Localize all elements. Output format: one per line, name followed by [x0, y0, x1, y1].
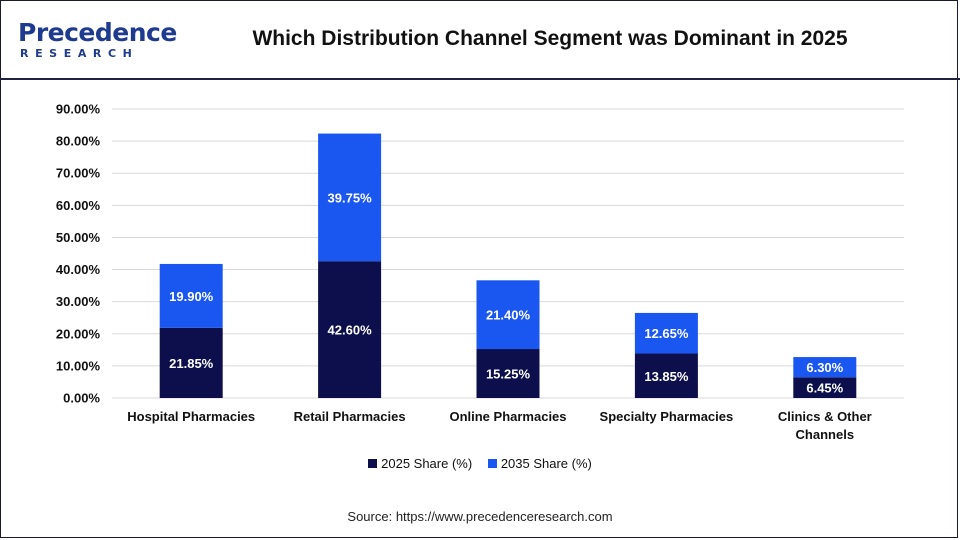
x-tick-label: Channels	[796, 427, 855, 442]
logo-wordmark: Precedence	[18, 18, 177, 47]
bar-segment-2035	[159, 263, 223, 328]
legend-label-2035: 2035 Share (%)	[500, 456, 592, 471]
legend-item-2035: 2035 Share (%)	[487, 456, 592, 471]
bar-segment-2035	[634, 312, 698, 354]
legend-item-2025: 2025 Share (%)	[368, 456, 472, 471]
bar-segment-2025	[634, 353, 698, 398]
x-tick-label: Specialty Pharmacies	[600, 409, 734, 424]
chart-legend: 2025 Share (%) 2035 Share (%)	[0, 456, 960, 471]
bar-segment-2025	[476, 349, 540, 398]
logo-subtitle: RESEARCH	[20, 47, 139, 60]
bar-segment-2025	[793, 377, 857, 398]
data-label: 19.90%	[169, 289, 214, 304]
y-tick-label: 40.00%	[56, 262, 101, 277]
y-tick-label: 10.00%	[56, 358, 101, 373]
y-tick-label: 60.00%	[56, 198, 101, 213]
data-label: 42.60%	[328, 323, 373, 338]
y-tick-label: 20.00%	[56, 326, 101, 341]
bar-segment-2025	[318, 261, 382, 398]
legend-label-2025: 2025 Share (%)	[381, 456, 473, 471]
data-label: 21.85%	[169, 356, 214, 371]
data-label: 39.75%	[328, 190, 373, 205]
y-tick-label: 30.00%	[56, 294, 101, 309]
stacked-bar-chart: 0.00% 10.00% 20.00% 30.00% 40.00% 50.00% 60.00…	[56, 102, 904, 442]
data-label: 15.25%	[486, 367, 531, 382]
legend-swatch-2035	[487, 459, 497, 468]
bar-segment-2025	[159, 327, 223, 398]
bar-segment-2035	[476, 280, 540, 350]
header: Precedence RESEARCH Which Distribution C…	[0, 0, 960, 80]
y-tick-label: 90.00%	[56, 102, 101, 117]
y-tick-label: 50.00%	[56, 230, 101, 245]
x-tick-label: Retail Pharmacies	[294, 409, 406, 424]
bar-segment-2035	[318, 133, 382, 262]
source-note: Source: https://www.precedenceresearch.c…	[347, 509, 613, 524]
y-tick-label: 80.00%	[56, 134, 101, 149]
data-label: 6.45%	[806, 381, 843, 396]
x-tick-label: Hospital Pharmacies	[127, 409, 255, 424]
chart-title: Which Distribution Channel Segment was D…	[252, 27, 848, 50]
brand-logo: Precedence RESEARCH	[18, 18, 177, 64]
x-tick-label: Online Pharmacies	[449, 409, 566, 424]
bar-segment-2035	[793, 357, 857, 378]
y-tick-label: 0.00%	[63, 391, 100, 406]
data-label: 12.65%	[644, 326, 689, 341]
data-label: 13.85%	[644, 369, 689, 384]
y-tick-label: 70.00%	[56, 166, 101, 181]
x-tick-label: Clinics & Other	[778, 409, 872, 424]
legend-swatch-2025	[368, 459, 378, 468]
data-label: 21.40%	[486, 308, 531, 323]
data-label: 6.30%	[806, 360, 843, 375]
